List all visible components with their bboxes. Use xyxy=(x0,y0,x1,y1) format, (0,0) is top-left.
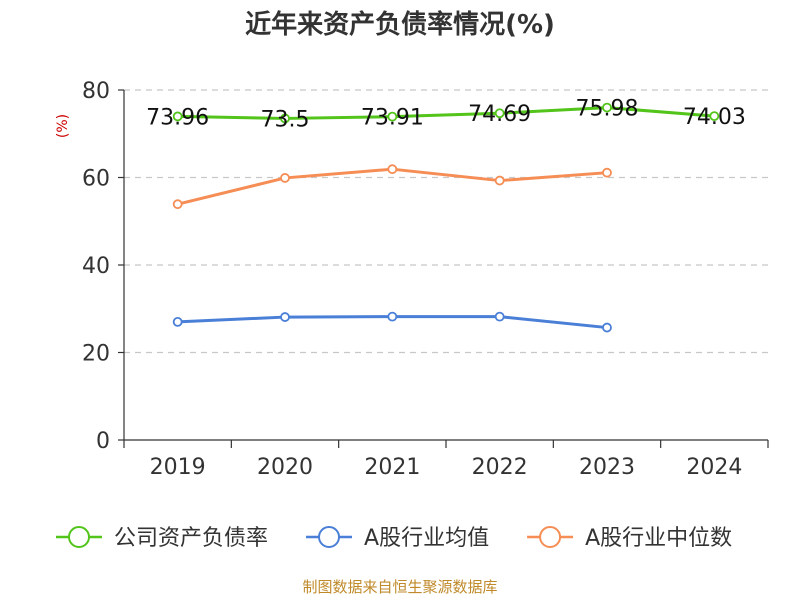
y-tick-label: 80 xyxy=(82,79,110,104)
series-3-point xyxy=(280,173,290,183)
series-1-point xyxy=(387,111,398,122)
series-1-point xyxy=(602,102,612,113)
series-1-point xyxy=(494,108,505,119)
x-tick-label: 2024 xyxy=(686,455,742,480)
y-tick-label: 60 xyxy=(82,167,110,192)
series-2-point xyxy=(494,311,505,322)
x-tick-label: 2021 xyxy=(364,455,420,480)
data-label: 74.69 xyxy=(468,102,531,127)
series-3-line xyxy=(177,167,608,206)
axes: 0 20 40 60 80 2019 2020 2021 2022 2023 2024 xyxy=(82,79,769,480)
series-3-point xyxy=(172,199,183,210)
data-label: 74.03 xyxy=(683,105,746,130)
series-2-point xyxy=(280,312,290,322)
x-tick-label: 2023 xyxy=(579,455,635,480)
data-labels: 73.96 73.5 73.91 74.69 75.98 74.03 xyxy=(146,97,746,133)
series-3-point xyxy=(602,167,612,178)
legend-label: 公司资产负债率 xyxy=(114,526,268,551)
legend-marker xyxy=(539,526,562,548)
legend-label: A股行业均值 xyxy=(364,526,489,551)
y-tick-label: 0 xyxy=(96,429,110,454)
series-3-point xyxy=(494,175,505,186)
x-tick-label: 2020 xyxy=(257,455,313,480)
data-label: 73.5 xyxy=(261,107,310,132)
y-tick-label: 40 xyxy=(82,254,110,279)
series-3-point xyxy=(387,164,398,175)
source-footer: 制图数据来自恒生聚源数据库 xyxy=(302,578,497,596)
series-1-line xyxy=(177,106,715,120)
series-2-point xyxy=(387,311,398,322)
y-tick-label: 20 xyxy=(82,342,110,367)
legend-label: A股行业中位数 xyxy=(585,526,732,551)
series-2-point xyxy=(602,322,612,333)
series-1-point xyxy=(172,111,183,122)
series-1-point xyxy=(709,111,720,122)
x-tick-label: 2019 xyxy=(150,455,206,480)
legend-marker xyxy=(68,526,90,548)
legend: 公司资产负债率 A股行业均值 A股行业中位数 xyxy=(56,526,732,551)
grid-lines xyxy=(124,89,768,354)
data-label: 75.98 xyxy=(576,97,639,122)
series-1-point xyxy=(280,113,290,124)
x-tick-label: 2022 xyxy=(472,455,528,480)
series-lines xyxy=(172,102,720,333)
data-label: 73.96 xyxy=(146,105,209,130)
y-axis-label: (%) xyxy=(55,114,71,138)
data-label: 73.91 xyxy=(361,106,424,131)
legend-marker xyxy=(318,526,341,548)
series-2-point xyxy=(172,316,183,327)
chart-title: 近年来资产负债率情况(%) xyxy=(245,9,555,40)
